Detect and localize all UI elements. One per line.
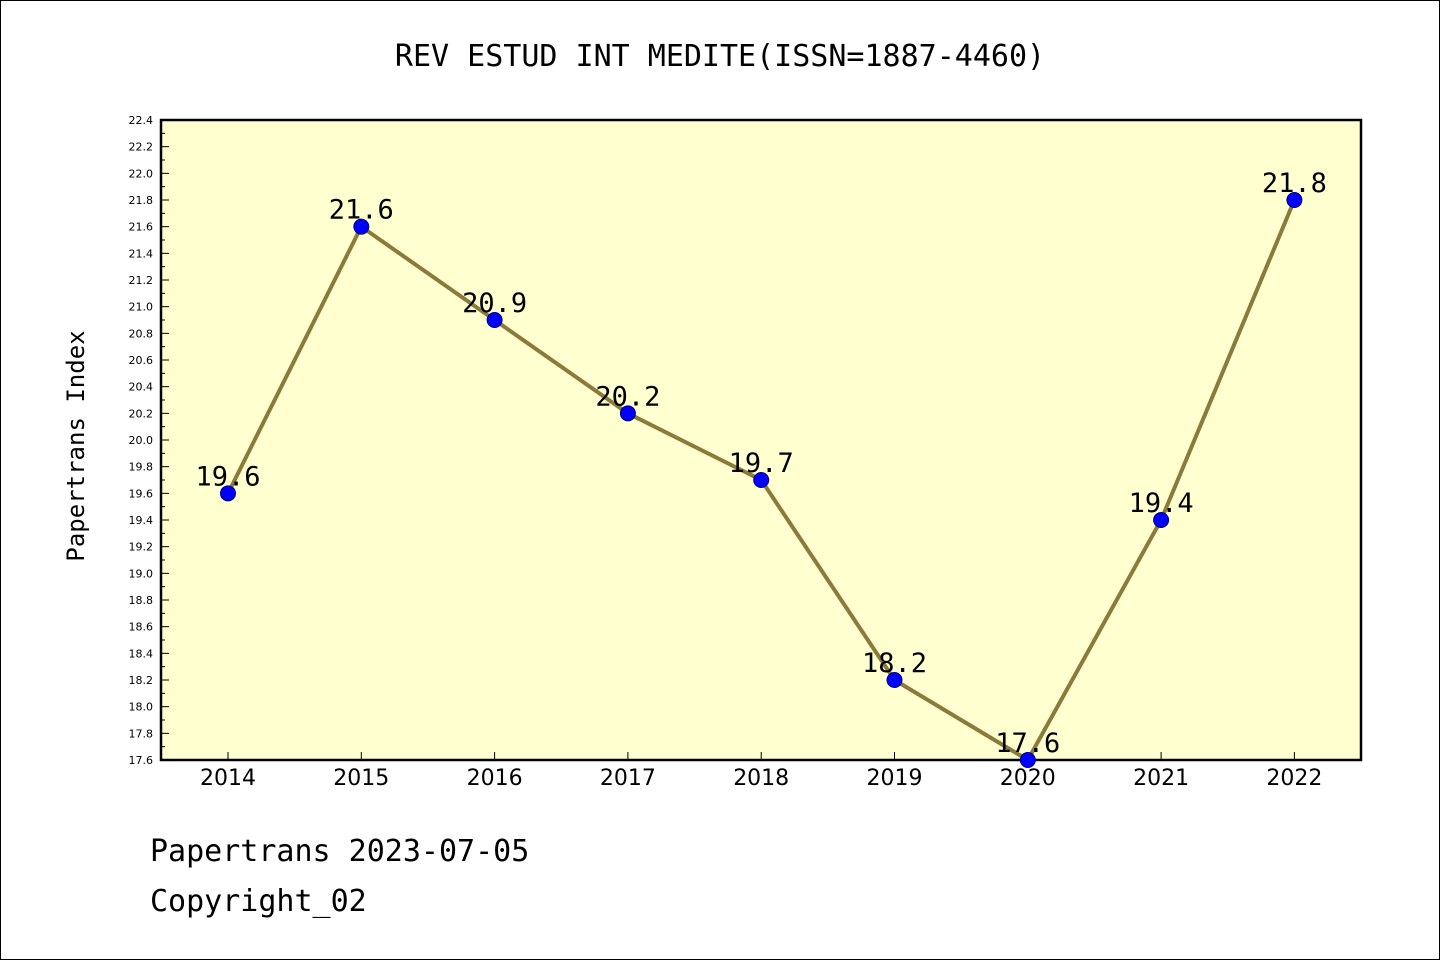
- chart-title: REV ESTUD INT MEDITE(ISSN=1887-4460): [395, 39, 1045, 74]
- y-tick-label: 21.2: [129, 274, 154, 287]
- y-tick-label: 20.0: [129, 434, 154, 447]
- footer-date: Papertrans 2023-07-05: [150, 834, 530, 869]
- x-tick-label: 2016: [467, 766, 523, 791]
- data-label: 21.8: [1262, 168, 1327, 199]
- y-axis: 17.6 17.8 18.0 18.2 18.4 18.6 18.8 19.0 19.2 19.4…: [129, 114, 169, 767]
- x-tick-label: 2014: [200, 766, 256, 791]
- data-label: 17.6: [995, 728, 1060, 759]
- y-tick-label: 20.8: [129, 327, 154, 340]
- y-tick-label: 19.4: [129, 514, 154, 527]
- x-tick-label: 2021: [1133, 766, 1189, 791]
- x-tick-label: 2019: [867, 766, 923, 791]
- data-point: [619, 405, 636, 422]
- y-tick-label: 19.8: [129, 461, 154, 474]
- data-point: [1019, 752, 1036, 768]
- x-tick-label: 2017: [600, 766, 656, 791]
- y-tick-label: 22.0: [129, 167, 154, 180]
- y-tick-label: 21.8: [129, 194, 154, 207]
- x-tick-label: 2022: [1266, 766, 1322, 791]
- data-label: 19.7: [729, 448, 794, 479]
- x-tick-label: 2018: [733, 766, 789, 791]
- y-tick-label: 19.6: [129, 487, 154, 500]
- x-axis: 2014 2015 2016 2017 2018 2019 2020 2021 2022: [200, 752, 1322, 791]
- data-point: [220, 485, 236, 502]
- data-point: [1153, 512, 1170, 528]
- data-point: [353, 218, 370, 235]
- data-label: 19.6: [195, 461, 260, 492]
- y-tick-label: 20.2: [129, 407, 154, 420]
- y-tick-label: 17.8: [129, 727, 154, 740]
- data-point: [753, 472, 770, 488]
- y-tick-label: 18.8: [129, 594, 154, 607]
- y-tick-label: 21.0: [129, 301, 154, 314]
- series: 19.6 21.6 20.9 20.2 19.7 18.2 17.6 19.4 21.8: [195, 168, 1327, 768]
- x-tick-label: 2015: [333, 766, 389, 791]
- y-tick-label: 18.0: [129, 701, 154, 714]
- x-tick-label: 2020: [1000, 766, 1056, 791]
- y-tick-label: 18.4: [129, 647, 154, 660]
- y-tick-label: 20.6: [129, 354, 154, 367]
- data-point: [886, 672, 903, 688]
- y-axis-label: Papertrans Index: [62, 330, 90, 561]
- y-tick-label: 21.4: [129, 247, 154, 260]
- y-tick-label: 22.2: [129, 141, 154, 154]
- y-tick-label: 20.4: [129, 381, 154, 394]
- data-label: 19.4: [1129, 488, 1194, 519]
- data-label: 18.2: [862, 648, 927, 679]
- y-tick-label: 17.6: [129, 754, 154, 767]
- data-label: 21.6: [329, 195, 394, 226]
- data-point: [486, 312, 503, 328]
- y-tick-label: 19.0: [129, 567, 154, 580]
- y-tick-label: 21.6: [129, 221, 154, 234]
- data-label: 20.9: [462, 288, 527, 319]
- data-point: [1286, 192, 1303, 208]
- data-label: 20.2: [595, 381, 660, 412]
- y-tick-label: 18.2: [129, 674, 154, 687]
- y-tick-label: 18.6: [129, 621, 154, 634]
- y-tick-label: 22.4: [129, 114, 154, 127]
- footer-copyright: Copyright_02: [150, 884, 367, 919]
- y-tick-label: 19.2: [129, 541, 154, 554]
